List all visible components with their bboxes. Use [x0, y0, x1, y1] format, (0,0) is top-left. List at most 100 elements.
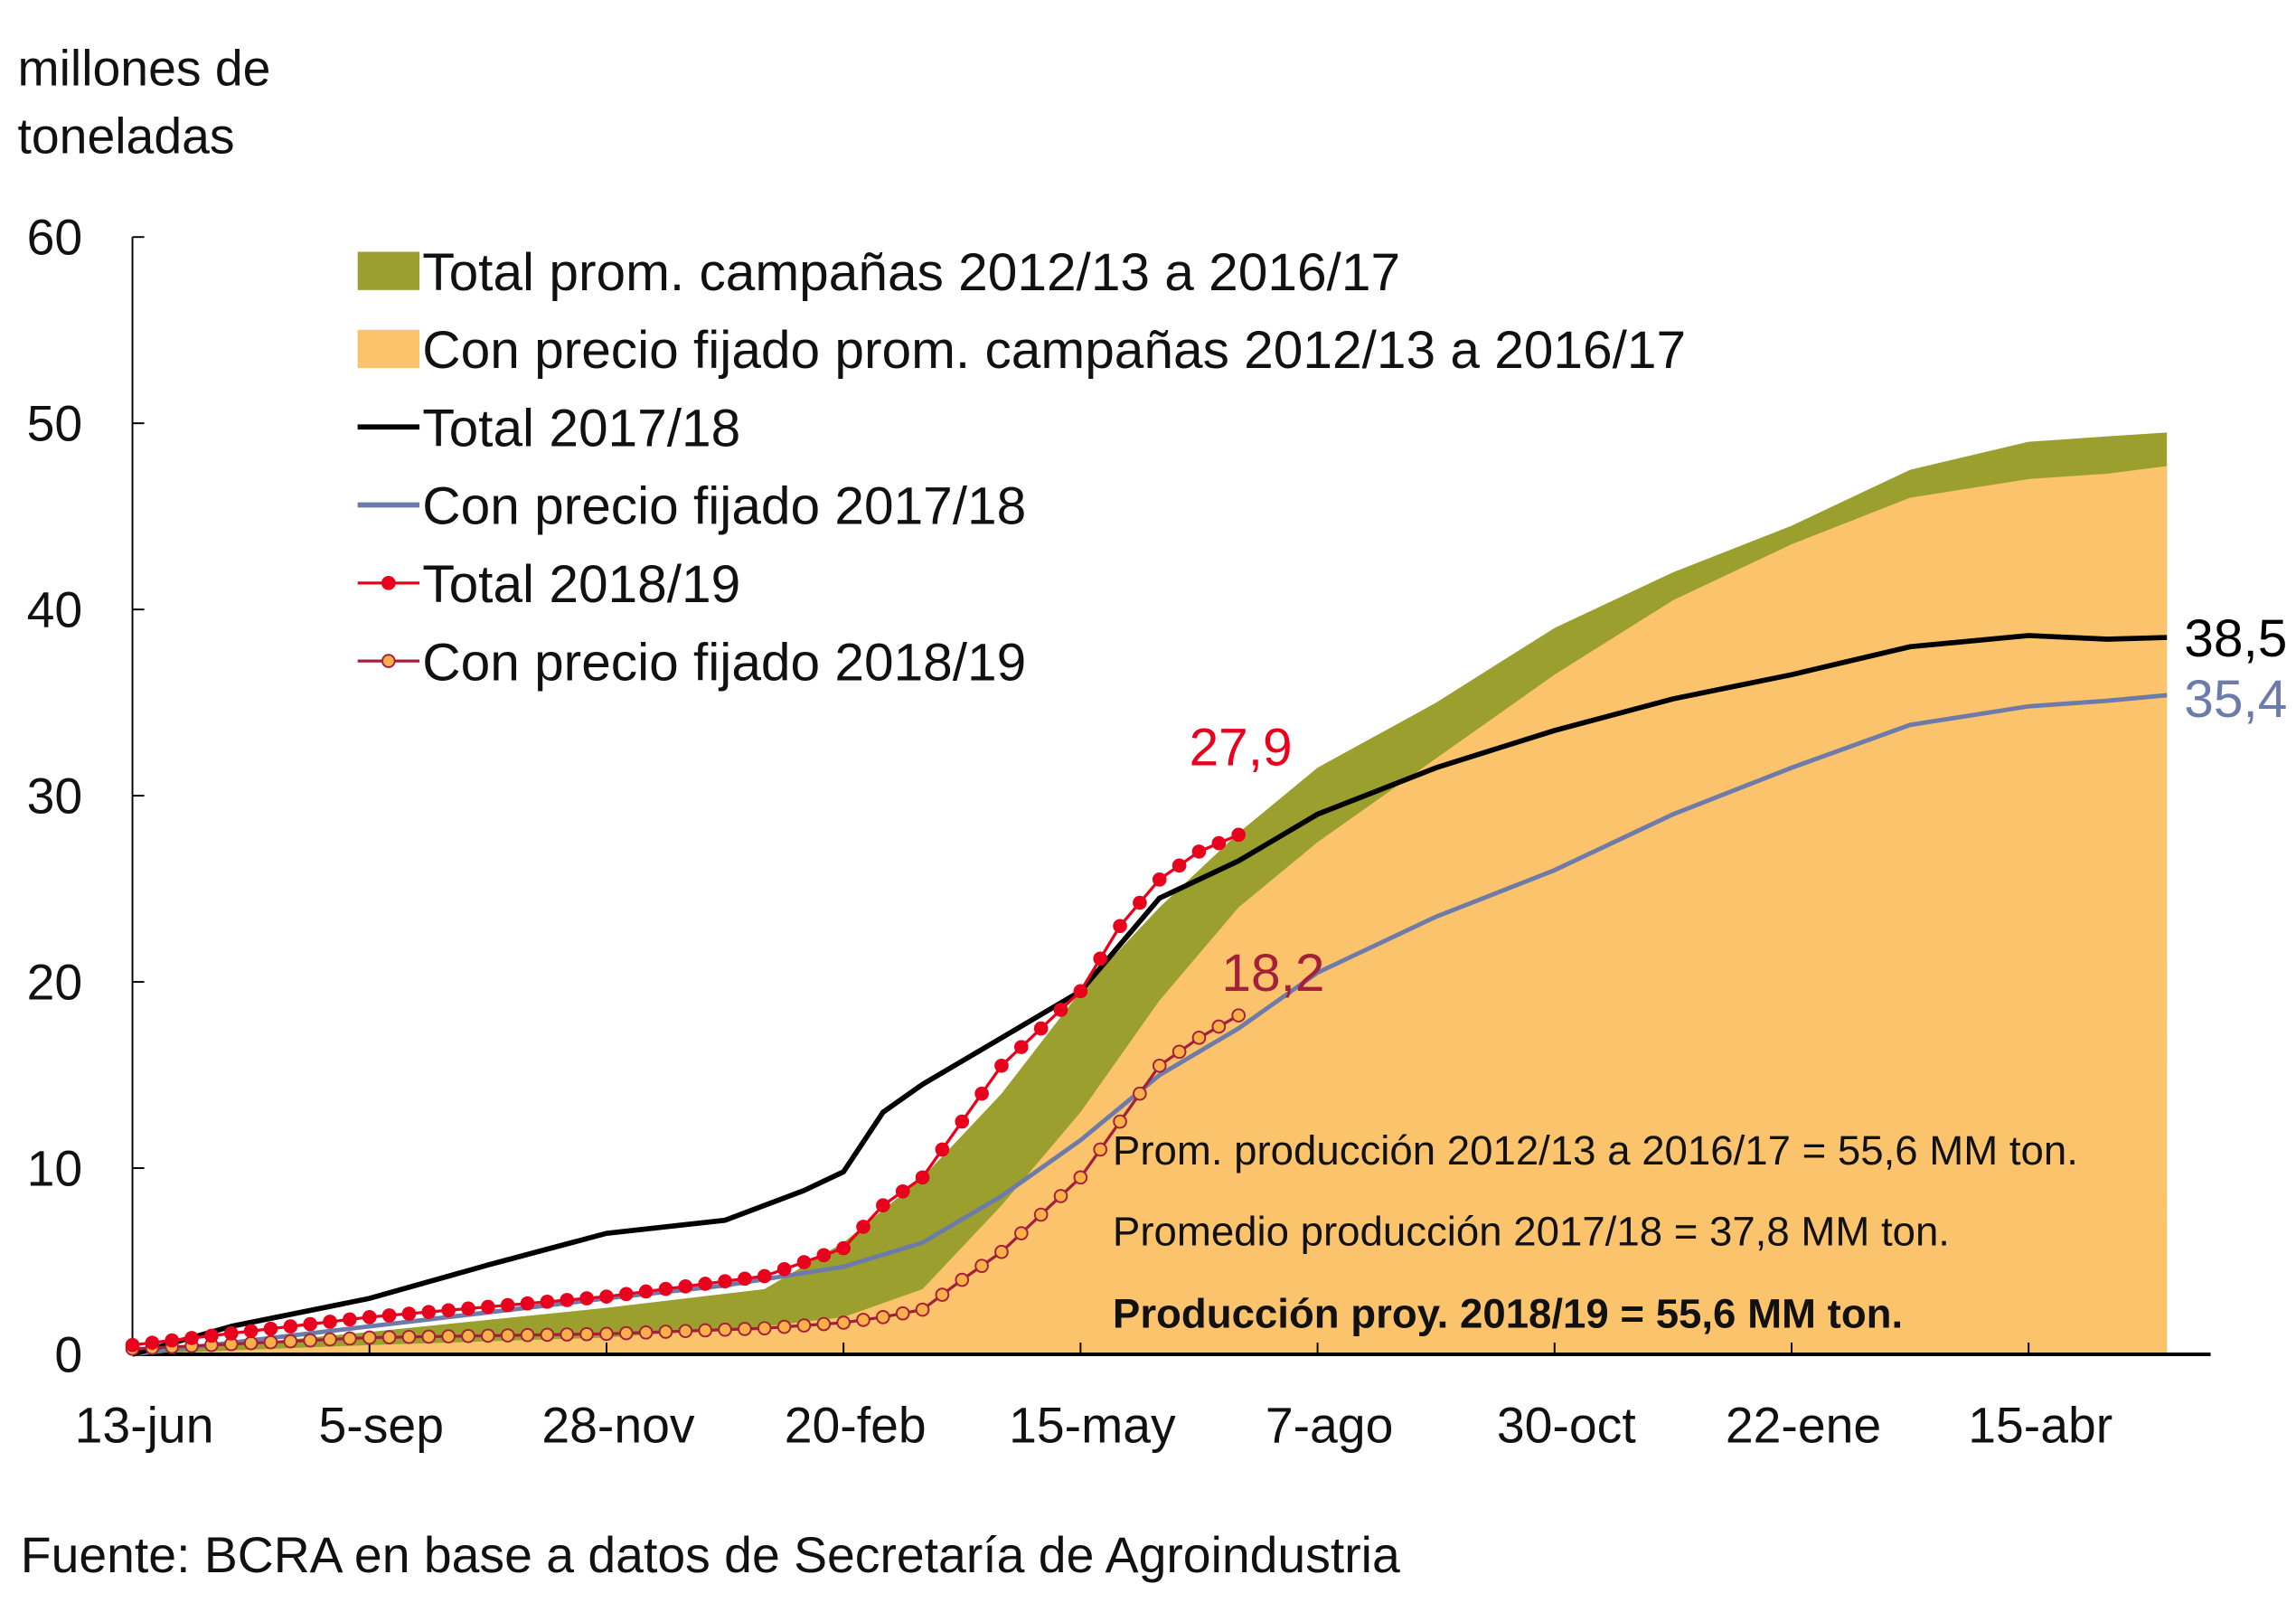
y-tick-label: 10 [27, 1141, 83, 1197]
legend-label: Total 2018/19 [422, 555, 740, 614]
x-tick-label: 28-nov [541, 1398, 695, 1454]
series-total-2018-19-marker [856, 1220, 870, 1234]
series-total-2018-19-marker [520, 1296, 535, 1311]
series-total-2018-19-marker [441, 1303, 456, 1318]
series-total-2018-19-marker [974, 1086, 989, 1101]
x-tick-label: 5-sep [319, 1398, 444, 1454]
series-fijado-2018-19-marker [1191, 1031, 1207, 1045]
series-total-2018-19-marker [579, 1291, 594, 1306]
series-total-2018-19-marker [994, 1058, 1009, 1073]
series-total-2018-19-marker [1133, 895, 1147, 910]
series-total-2018-19-marker [698, 1277, 713, 1291]
series-fijado-2018-19-marker [1133, 1086, 1147, 1101]
series-fijado-2018-19-marker [1033, 1207, 1049, 1222]
series-fijado-2018-19-marker [856, 1313, 870, 1327]
series-fijado-2018-19-marker [876, 1309, 890, 1324]
series-fijado-2018-19-marker [1152, 1058, 1167, 1073]
series-total-2018-19-marker [678, 1279, 693, 1294]
series-total-2018-19-marker [876, 1198, 890, 1213]
series-total-2018-19-marker [560, 1293, 575, 1307]
series-fijado-2018-19-marker [1113, 1114, 1127, 1129]
series-fijado-2018-19-marker [540, 1327, 555, 1343]
y-axis-label-line1: millones de [18, 40, 271, 96]
series-fijado-2018-19-marker [974, 1258, 989, 1273]
series-fijado-2018-19-marker [283, 1334, 298, 1349]
series-fijado-2018-19-marker [678, 1324, 693, 1339]
series-total-2018-19-marker [836, 1240, 851, 1256]
series-total-2018-19-marker [816, 1248, 832, 1263]
series-total-2018-19-marker [1191, 844, 1207, 859]
series-total-2018-19-marker [303, 1316, 318, 1332]
x-tick-label: 15-may [1009, 1398, 1176, 1454]
series-fijado-2018-19-marker [579, 1326, 594, 1342]
series-fijado-2018-19-marker [500, 1328, 515, 1343]
series-total-2018-19-marker [381, 1308, 397, 1323]
legend-label: Con precio fijado prom. campañas 2012/13… [422, 321, 1686, 380]
y-tick-label: 30 [27, 768, 83, 825]
series-fijado-2018-19-marker [263, 1334, 278, 1350]
y-tick-label: 50 [27, 396, 83, 452]
series-total-2018-19-marker [145, 1335, 160, 1350]
series-total-2018-19-marker [757, 1268, 772, 1284]
series-fijado-2018-19-marker [618, 1325, 634, 1341]
series-fijado-prom-area [132, 466, 2168, 1355]
series-total-2018-19-marker [421, 1305, 437, 1319]
legend-swatch [357, 251, 420, 290]
series-fijado-2018-19-marker [698, 1323, 713, 1338]
series-total-2018-19-marker [1211, 835, 1227, 851]
series-fijado-2018-19-marker [381, 1330, 397, 1344]
series-total-2018-19-marker [895, 1183, 910, 1199]
y-tick-label: 40 [27, 582, 83, 638]
series-fijado-2018-19-marker [323, 1332, 337, 1347]
series-total-2018-19-marker [638, 1284, 654, 1299]
series-total-2018-19-marker [500, 1297, 515, 1313]
series-fijado-2018-19-marker [243, 1335, 259, 1351]
legend: Total prom. campañas 2012/13 a 2016/17 Co… [357, 243, 1686, 692]
series-total-2018-19-marker [1013, 1040, 1029, 1054]
x-tick-label: 7-ago [1266, 1398, 1394, 1454]
series-fijado-2018-19-marker [560, 1327, 575, 1342]
legend-label: Con precio fijado 2018/19 [422, 633, 1026, 692]
end-label-fijado-2018-19: 18,2 [1221, 944, 1324, 1003]
series-total-2018-19-marker [461, 1301, 475, 1316]
series-fijado-2018-19-marker [994, 1244, 1009, 1259]
legend-marker [381, 654, 396, 668]
x-tick-label: 13-jun [75, 1398, 214, 1454]
x-tick-label: 15-abr [1968, 1398, 2113, 1454]
series-fijado-2018-19-marker [1211, 1019, 1227, 1034]
y-tick-label: 60 [27, 210, 83, 266]
series-total-2018-19-marker [125, 1337, 140, 1353]
series-total-2018-19-marker [658, 1281, 673, 1296]
legend-marker [381, 576, 396, 590]
series-total-2018-19-marker [401, 1306, 417, 1321]
y-axis-label-line2: toneladas [18, 108, 235, 164]
series-fijado-2018-19-marker [401, 1329, 417, 1344]
series-total-2018-19-marker [204, 1328, 219, 1343]
series-total-2018-19-marker [1053, 1003, 1068, 1017]
series-fijado-2018-19-marker [895, 1306, 910, 1321]
series-total-2018-19-marker [718, 1274, 732, 1288]
x-tick-label: 20-feb [785, 1398, 927, 1454]
annotation-produccion-2017-18: Promedio producción 2017/18 = 37,8 MM to… [1113, 1209, 1950, 1255]
series-total-2018-19-marker [776, 1261, 792, 1277]
legend-swatch [357, 329, 420, 369]
end-label-fijado-2017-18: 35,4 [2184, 670, 2287, 729]
series-total-2018-19-marker [1152, 872, 1167, 887]
series-total-2018-19-marker [618, 1287, 634, 1302]
series-total-2018-19-marker [796, 1255, 812, 1269]
series-fijado-2018-19-marker [1093, 1142, 1108, 1157]
legend-label: Total prom. campañas 2012/13 a 2016/17 [422, 243, 1400, 302]
series-fijado-2018-19-marker [520, 1327, 535, 1343]
series-fijado-2018-19-marker [599, 1326, 614, 1342]
series-fijado-2018-19-marker [955, 1272, 970, 1287]
end-label-total-2018-19: 27,9 [1190, 719, 1293, 778]
series-fijado-2018-19-marker [658, 1324, 673, 1339]
series-fijado-2018-19-marker [481, 1328, 495, 1343]
series-total-2018-19-marker [362, 1309, 377, 1324]
series-total-2018-19-marker [1113, 919, 1127, 934]
series-fijado-2018-19-marker [915, 1302, 930, 1317]
series-fijado-2018-19-marker [421, 1329, 437, 1344]
series-total-2018-19-marker [263, 1321, 278, 1336]
series-total-2018-19-marker [323, 1315, 337, 1329]
